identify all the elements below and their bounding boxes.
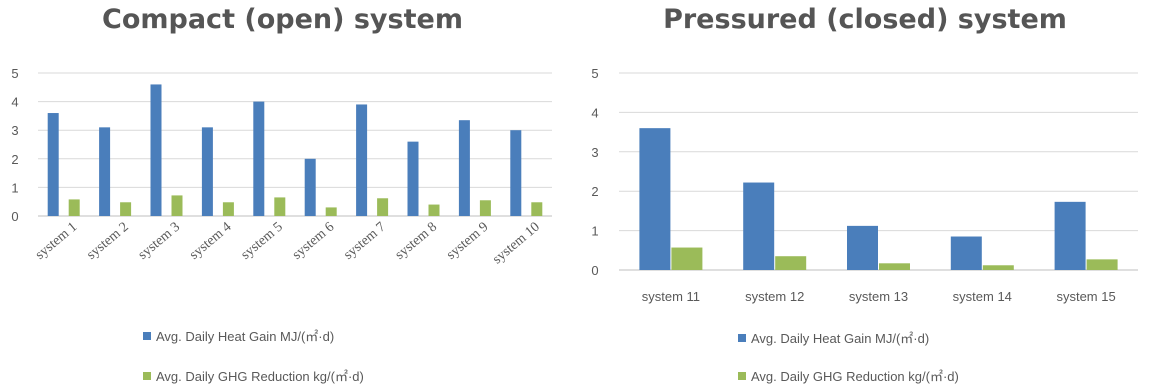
bar-heat-gain <box>950 236 982 270</box>
y-tick-label: 1 <box>591 224 598 239</box>
y-tick-label: 0 <box>11 209 18 224</box>
y-tick-label: 4 <box>591 105 598 120</box>
x-tick-label: system 10 <box>490 220 543 268</box>
x-tick-label: system 12 <box>745 289 804 304</box>
bar-heat-gain <box>47 113 59 216</box>
bar-ghg-reduction <box>274 197 286 216</box>
bar-heat-gain <box>458 120 470 216</box>
chart-plot-area: 0 1 2 3 4 5 system 11 system 12 system 13 system … <box>591 66 1138 304</box>
legend-swatch-ghg-reduction <box>143 371 151 380</box>
bar-heat-gain <box>304 158 316 216</box>
x-tick-label: system 15 <box>1056 289 1115 304</box>
x-tick-label: system 13 <box>849 289 908 304</box>
legend-swatch-heat-gain <box>143 331 151 340</box>
x-tick-label: system 11 <box>642 289 700 304</box>
bar-heat-gain <box>356 104 368 216</box>
bar-ghg-reduction <box>775 256 807 270</box>
x-tick-label: system 7 <box>341 220 388 263</box>
x-tick-label: system 6 <box>290 220 337 263</box>
bar-ghg-reduction <box>531 202 543 216</box>
bar-ghg-reduction <box>222 202 234 216</box>
bar-heat-gain <box>743 182 775 270</box>
y-tick-label: 3 <box>11 123 18 138</box>
legend-item-ghg-reduction: Avg. Daily GHG Reduction kg/(㎡·d) <box>143 366 364 385</box>
legend-label: Avg. Daily GHG Reduction kg/(㎡·d) <box>156 369 364 384</box>
bar-heat-gain <box>510 130 522 216</box>
legend-item-ghg-reduction: Avg. Daily GHG Reduction kg/(㎡·d) <box>738 366 959 385</box>
y-tick-label: 5 <box>11 66 18 81</box>
chart-title: Pressured (closed) system <box>663 4 1067 35</box>
bar-heat-gain <box>1054 201 1086 270</box>
x-tick-label: system 4 <box>187 220 234 263</box>
y-tick-label: 0 <box>591 263 598 278</box>
legend-label: Avg. Daily GHG Reduction kg/(㎡·d) <box>751 369 959 384</box>
chart-title: Compact (open) system <box>102 4 463 35</box>
bar-ghg-reduction <box>671 247 703 270</box>
bar-heat-gain <box>639 128 671 270</box>
legend-swatch-ghg-reduction <box>738 371 746 380</box>
x-tick-label: system 5 <box>238 220 285 263</box>
bar-ghg-reduction <box>879 263 910 270</box>
x-tick-label: system 3 <box>136 220 183 263</box>
bar-ghg-reduction <box>377 198 389 216</box>
bar-heat-gain <box>99 127 111 216</box>
bar-ghg-reduction <box>479 200 491 216</box>
bar-ghg-reduction <box>325 207 337 216</box>
legend-label: Avg. Daily Heat Gain MJ/(㎡·d) <box>751 331 930 346</box>
x-tick-label: system 14 <box>953 289 1012 304</box>
x-tick-label: system 8 <box>393 220 440 263</box>
y-tick-label: 2 <box>591 184 598 199</box>
y-tick-label: 4 <box>11 95 18 110</box>
y-tick-label: 5 <box>591 66 598 81</box>
bar-ghg-reduction <box>120 202 132 216</box>
bar-ghg-reduction <box>428 204 440 216</box>
x-tick-label: system 2 <box>84 220 131 263</box>
legend-swatch-heat-gain <box>738 333 746 342</box>
bar-ghg-reduction <box>982 265 1014 270</box>
bar-heat-gain <box>201 127 213 216</box>
bar-heat-gain <box>150 84 162 216</box>
y-tick-label: 1 <box>11 180 18 195</box>
legend-item-heat-gain: Avg. Daily Heat Gain MJ/(㎡·d) <box>738 328 929 347</box>
chart-compact-open: Compact (open) system 0 1 2 3 4 5 system 1 syst… <box>0 0 565 385</box>
bar-heat-gain <box>847 225 878 270</box>
chart-pressured-closed: Pressured (closed) system 0 1 2 3 4 5 system 1… <box>575 0 1155 385</box>
bar-heat-gain <box>407 141 419 216</box>
y-tick-label: 2 <box>11 152 18 167</box>
bar-heat-gain <box>253 101 265 216</box>
y-tick-label: 3 <box>591 145 598 160</box>
x-tick-label: system 1 <box>33 220 80 263</box>
legend-item-heat-gain: Avg. Daily Heat Gain MJ/(㎡·d) <box>143 326 334 345</box>
bar-ghg-reduction <box>171 195 183 216</box>
x-tick-label: system 9 <box>444 220 491 263</box>
bar-ghg-reduction <box>68 199 80 216</box>
legend-label: Avg. Daily Heat Gain MJ/(㎡·d) <box>156 329 335 344</box>
bar-ghg-reduction <box>1086 259 1118 270</box>
